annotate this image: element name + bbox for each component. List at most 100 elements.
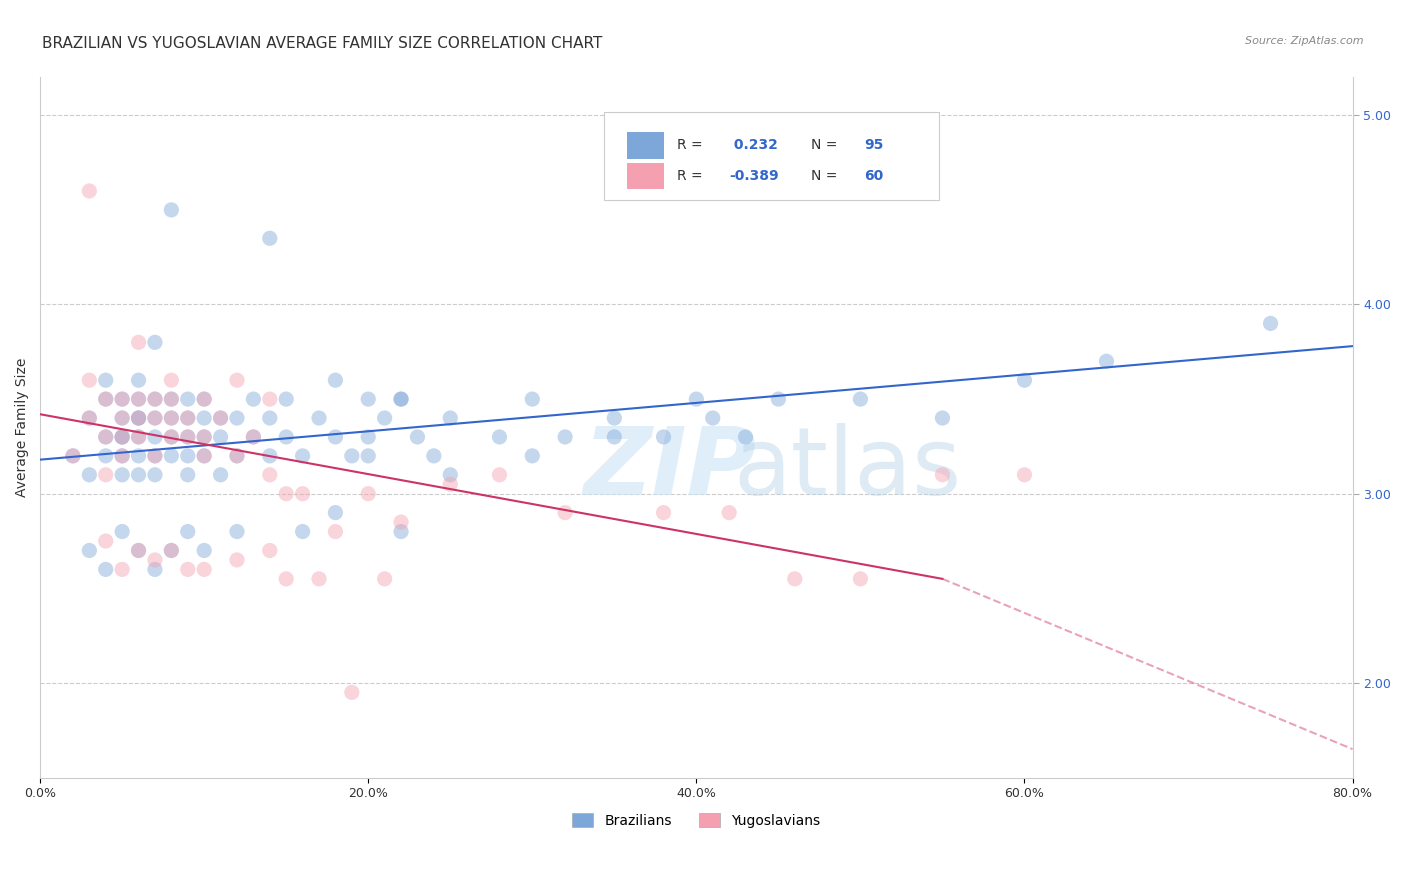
Point — [1260, 317, 1282, 331]
Point — [488, 467, 510, 482]
Point — [94, 392, 117, 406]
Point — [931, 467, 953, 482]
Point — [128, 543, 150, 558]
Point — [389, 392, 412, 406]
Point — [259, 449, 281, 463]
Point — [79, 543, 101, 558]
Point — [389, 515, 412, 529]
Point — [62, 449, 84, 463]
Point — [226, 449, 249, 463]
Point — [1014, 373, 1036, 387]
Point — [79, 373, 101, 387]
Point — [128, 335, 150, 350]
Point — [160, 202, 183, 217]
Point — [160, 430, 183, 444]
Point — [193, 392, 215, 406]
Point — [209, 430, 232, 444]
Point — [143, 411, 166, 425]
Point — [308, 572, 330, 586]
Point — [259, 231, 281, 245]
Point — [209, 411, 232, 425]
Point — [652, 430, 675, 444]
Point — [259, 467, 281, 482]
Point — [554, 430, 576, 444]
Point — [143, 392, 166, 406]
Point — [702, 411, 724, 425]
Point — [1095, 354, 1118, 368]
Point — [111, 562, 134, 576]
Point — [143, 411, 166, 425]
Text: 0.232: 0.232 — [730, 138, 778, 153]
Point — [193, 543, 215, 558]
Point — [209, 467, 232, 482]
Point — [128, 449, 150, 463]
Point — [160, 392, 183, 406]
Point — [259, 392, 281, 406]
Point — [177, 524, 200, 539]
Point — [226, 553, 249, 567]
Text: atlas: atlas — [733, 424, 962, 516]
Point — [94, 534, 117, 549]
Point — [193, 411, 215, 425]
Point — [783, 572, 806, 586]
Point — [111, 449, 134, 463]
Text: N =: N = — [810, 169, 841, 183]
Point — [143, 449, 166, 463]
Point — [652, 506, 675, 520]
Text: 60: 60 — [865, 169, 883, 183]
Point — [160, 373, 183, 387]
Y-axis label: Average Family Size: Average Family Size — [15, 358, 30, 497]
Point — [291, 449, 314, 463]
Point — [128, 543, 150, 558]
Point — [160, 449, 183, 463]
Point — [177, 392, 200, 406]
Point — [276, 392, 298, 406]
Point — [931, 411, 953, 425]
Point — [94, 430, 117, 444]
Text: N =: N = — [810, 138, 841, 153]
Point — [111, 430, 134, 444]
Point — [94, 562, 117, 576]
Point — [849, 392, 872, 406]
Point — [111, 449, 134, 463]
Point — [849, 572, 872, 586]
Point — [111, 524, 134, 539]
Point — [522, 392, 544, 406]
Point — [128, 430, 150, 444]
Point — [128, 467, 150, 482]
FancyBboxPatch shape — [627, 132, 664, 159]
Point — [734, 430, 756, 444]
Point — [177, 411, 200, 425]
Point — [554, 506, 576, 520]
Text: 95: 95 — [865, 138, 884, 153]
Point — [193, 430, 215, 444]
Point — [177, 449, 200, 463]
Point — [439, 477, 461, 491]
Point — [357, 430, 380, 444]
Point — [160, 411, 183, 425]
Point — [340, 685, 363, 699]
Point — [389, 392, 412, 406]
Point — [439, 467, 461, 482]
Point — [111, 411, 134, 425]
Point — [79, 467, 101, 482]
Point — [276, 572, 298, 586]
Text: BRAZILIAN VS YUGOSLAVIAN AVERAGE FAMILY SIZE CORRELATION CHART: BRAZILIAN VS YUGOSLAVIAN AVERAGE FAMILY … — [42, 36, 603, 51]
Point — [325, 506, 347, 520]
Point — [226, 373, 249, 387]
Point — [128, 411, 150, 425]
Point — [685, 392, 707, 406]
Point — [177, 430, 200, 444]
Point — [439, 411, 461, 425]
Text: R =: R = — [676, 169, 707, 183]
Point — [177, 411, 200, 425]
Point — [111, 411, 134, 425]
Point — [291, 486, 314, 500]
Point — [276, 430, 298, 444]
Point — [62, 449, 84, 463]
Point — [522, 449, 544, 463]
Point — [128, 411, 150, 425]
Point — [128, 392, 150, 406]
Point — [128, 430, 150, 444]
Point — [374, 411, 396, 425]
